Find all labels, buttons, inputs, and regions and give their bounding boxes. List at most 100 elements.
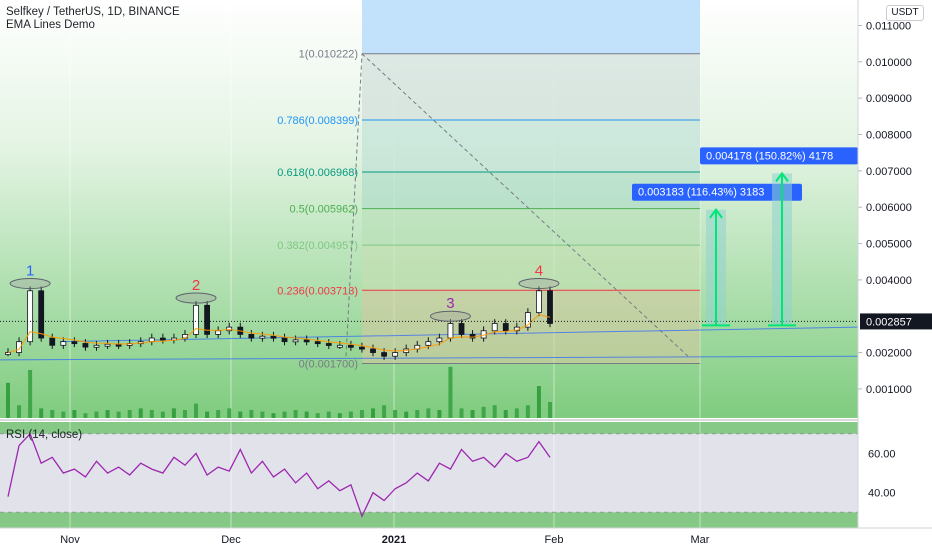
volume-bar bbox=[326, 411, 331, 418]
current-price-badge bbox=[860, 313, 932, 330]
candle-body bbox=[104, 343, 111, 347]
candle-body bbox=[38, 290, 45, 339]
volume-bar bbox=[548, 402, 552, 418]
fib-zone bbox=[362, 119, 700, 172]
volume-bar bbox=[437, 410, 442, 418]
price-tick-label: 0.007000 bbox=[866, 166, 912, 178]
arrow-head bbox=[775, 171, 789, 182]
candle-body bbox=[502, 323, 509, 332]
fib-zone bbox=[362, 290, 700, 364]
volume-bar bbox=[105, 410, 110, 418]
volume-bar bbox=[282, 411, 287, 418]
fib-top-zone bbox=[362, 0, 700, 54]
candle-body bbox=[82, 343, 89, 348]
volume-bar bbox=[481, 406, 486, 418]
price-tick-label: 0.002000 bbox=[866, 348, 912, 360]
peak-label: 1 bbox=[26, 263, 34, 280]
candle-body bbox=[425, 341, 432, 346]
fib-level-label: 0(0.001700) bbox=[299, 358, 358, 370]
candle-body bbox=[193, 304, 199, 335]
volume-bar bbox=[536, 386, 541, 418]
fib-level-label: 0.786(0.008399) bbox=[277, 115, 358, 127]
symbol-title[interactable]: Selfkey / TetherUS, 1D, BINANCE bbox=[6, 6, 180, 18]
currency-button[interactable]: USDT bbox=[886, 5, 924, 21]
fib-level-label: 0.5(0.005962) bbox=[290, 204, 359, 216]
volume-bar bbox=[337, 413, 342, 418]
candle-body bbox=[536, 290, 542, 313]
candle-body bbox=[436, 337, 443, 343]
fib-level-label: 0.618(0.006968) bbox=[277, 167, 358, 179]
peak-marker bbox=[429, 310, 471, 322]
peak-marker bbox=[9, 278, 51, 290]
volume-bar bbox=[227, 408, 232, 418]
peak-marker bbox=[518, 278, 560, 290]
price-tick-label: 0.004000 bbox=[866, 275, 912, 287]
candle-body bbox=[359, 346, 365, 350]
candle-body bbox=[259, 335, 266, 339]
volume-bar bbox=[293, 410, 298, 418]
candle-body bbox=[5, 352, 11, 355]
volume-bar bbox=[116, 411, 121, 418]
volume-bar bbox=[50, 410, 55, 418]
peak-label: 4 bbox=[535, 263, 543, 280]
candle-body bbox=[93, 344, 100, 348]
candle-body bbox=[491, 323, 498, 332]
peak-marker bbox=[175, 292, 217, 304]
candle-body bbox=[303, 339, 310, 343]
current-price-text: 0.002857 bbox=[866, 316, 912, 328]
time-axis-bg bbox=[0, 528, 932, 550]
volume-bar bbox=[371, 408, 376, 418]
volume-bar bbox=[448, 366, 453, 418]
volume-bar bbox=[271, 413, 276, 418]
candle-body bbox=[60, 341, 67, 346]
rsi-line bbox=[7, 432, 551, 518]
candle-body bbox=[49, 337, 56, 346]
volume-bar bbox=[315, 413, 320, 418]
candle-body bbox=[204, 304, 211, 335]
fib-zone bbox=[362, 245, 700, 291]
arrow-head bbox=[709, 208, 723, 219]
volume-bar bbox=[514, 408, 519, 418]
price-axis-bg bbox=[858, 0, 932, 528]
volume-bar bbox=[138, 408, 143, 418]
price-tick-label: 0.006000 bbox=[866, 202, 912, 214]
volume-bar bbox=[459, 408, 464, 418]
volume-bar bbox=[304, 411, 309, 418]
candle-body bbox=[381, 352, 387, 357]
volume-bar bbox=[28, 370, 33, 418]
volume-bar bbox=[127, 410, 132, 418]
volume-bar bbox=[359, 410, 364, 418]
time-tick-label: Mar bbox=[691, 534, 710, 546]
rsi-label[interactable]: RSI (14, close) bbox=[6, 429, 83, 441]
candle-body bbox=[392, 352, 399, 357]
volume-bar bbox=[17, 405, 22, 418]
fib-zone bbox=[362, 53, 700, 120]
fib-zone bbox=[362, 208, 700, 246]
volume-bar bbox=[426, 408, 431, 418]
price-tick-label: 0.011000 bbox=[866, 20, 911, 32]
time-tick-label: Nov bbox=[60, 534, 80, 546]
candle-body bbox=[248, 333, 255, 339]
price-tick-label: 0.009000 bbox=[866, 93, 912, 105]
time-tick-label: Dec bbox=[221, 534, 241, 546]
volume-bar bbox=[61, 411, 66, 418]
volume-bar bbox=[149, 410, 154, 418]
candle-body bbox=[314, 341, 321, 345]
candle-body bbox=[336, 344, 343, 348]
measure-label-bg bbox=[632, 183, 802, 201]
measure-label-bg bbox=[700, 147, 858, 165]
volume-bar bbox=[393, 410, 398, 418]
volume-bar bbox=[503, 410, 508, 418]
volume-bar bbox=[39, 408, 44, 418]
candle-body bbox=[547, 290, 553, 324]
indicator-label[interactable]: EMA Lines Demo bbox=[6, 19, 95, 31]
measure-label: 0.003183 (116.43%) 3183 bbox=[638, 187, 764, 199]
candle-body bbox=[325, 343, 332, 346]
candle-body bbox=[281, 337, 288, 343]
volume-bar bbox=[72, 410, 77, 418]
volume-bar bbox=[404, 411, 409, 418]
fib-level-label: 0.236(0.003713) bbox=[277, 285, 358, 297]
time-tick-label: Feb bbox=[545, 534, 564, 546]
